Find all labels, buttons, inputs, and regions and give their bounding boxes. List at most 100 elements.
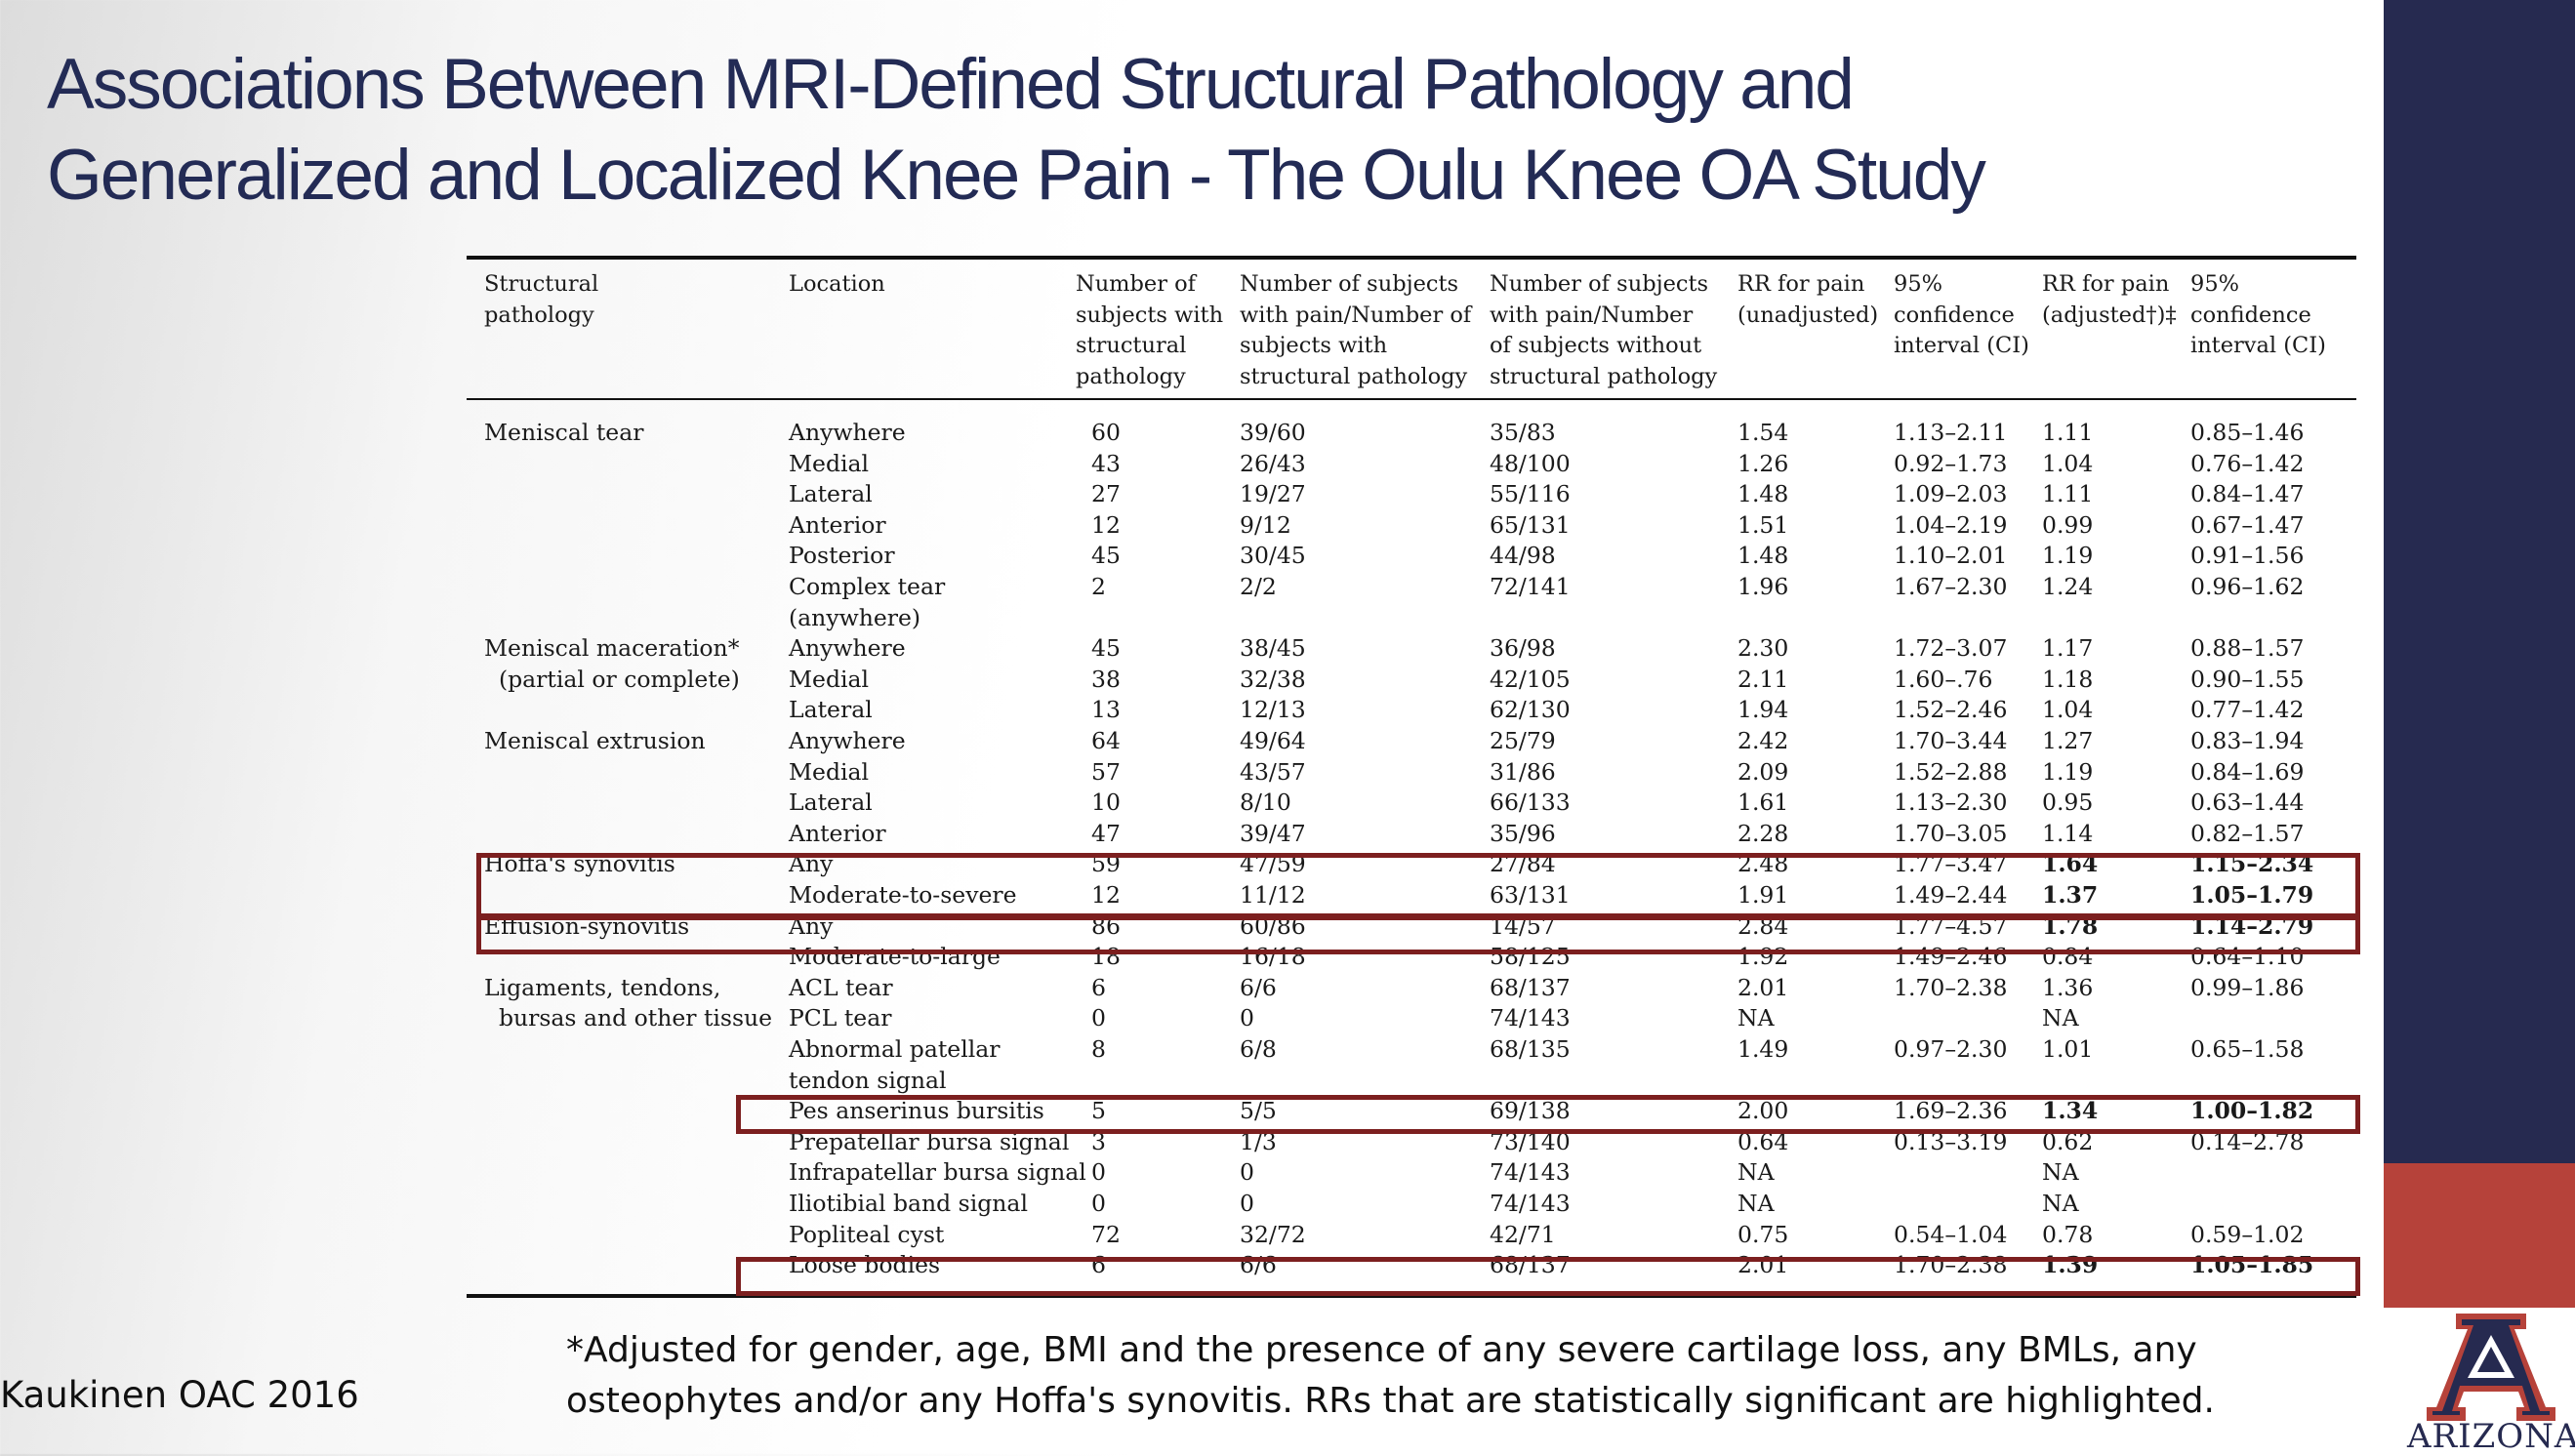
cell-location: Iliotibial band signal: [789, 1190, 1028, 1217]
cell-rr: NA: [1737, 1004, 1775, 1032]
cell-rr: 1.51: [1737, 510, 1789, 539]
cell-n: 43: [1091, 449, 1121, 477]
cell-rr: 1.54: [1737, 419, 1789, 446]
cell-ci: 1.70–2.38: [1894, 1251, 2008, 1279]
cell-with: 11/12: [1240, 881, 1306, 909]
cell-rra: NA: [2042, 1158, 2079, 1187]
cell-rr: NA: [1737, 1190, 1775, 1217]
cell-with: 32/38: [1240, 665, 1306, 693]
cell-with: 16/18: [1240, 943, 1306, 971]
cell-without: 55/116: [1490, 480, 1571, 508]
footnote-line-2: osteophytes and/or any Hoffa's synovitis…: [566, 1381, 2215, 1421]
cell-rra: 1.19: [2042, 757, 2094, 786]
cell-with: 38/45: [1240, 634, 1306, 663]
header-pain_with: Number of subjects with pain/Number of sub…: [1240, 269, 1471, 392]
cell-without: 74/143: [1490, 1190, 1571, 1217]
cell-without: 66/133: [1490, 789, 1571, 817]
header-line: RR for pain: [1737, 271, 1865, 297]
cell-without: 44/98: [1490, 542, 1556, 570]
results-table: Structural pathology Location Number of subj…: [467, 256, 2360, 1300]
cell-without: 72/141: [1490, 573, 1571, 600]
cell-location: (anywhere): [789, 603, 921, 631]
cell-n: 47: [1091, 819, 1121, 847]
cell-cia: 0.99–1.86: [2190, 973, 2305, 1001]
cell-rr: 1.61: [1737, 789, 1789, 817]
sidebar-accent-band: [2384, 1163, 2575, 1308]
cell-ci: 1.70–3.05: [1894, 819, 2008, 847]
header-line: structural pathology: [1490, 363, 1718, 389]
cell-n: 38: [1091, 665, 1121, 693]
cell-cia: 0.84–1.69: [2190, 757, 2305, 786]
cell-rra: 1.14: [2042, 819, 2094, 847]
cell-with: 0: [1240, 1158, 1254, 1187]
cell-without: 62/130: [1490, 696, 1571, 724]
highlight-box-loose-bodies: [736, 1257, 2360, 1296]
footnote: *Adjusted for gender, age, BMI and the p…: [566, 1325, 2343, 1427]
cell-cia: 1.05–1.79: [2190, 881, 2314, 909]
cell-with: 6/6: [1240, 973, 1277, 1001]
cell-without: 63/131: [1490, 881, 1571, 909]
cell-location: Anterior: [789, 819, 886, 847]
header-pain_without: Number of subjects with pain/Number of sub…: [1490, 269, 1717, 392]
header-line: confidence: [1894, 302, 2015, 328]
cell-location: Pes anserinus bursitis: [789, 1097, 1044, 1125]
cell-location: Loose bodies: [789, 1251, 941, 1279]
cell-cia: 0.83–1.94: [2190, 727, 2305, 754]
cell-without: 58/125: [1490, 943, 1571, 971]
header-line: RR for pain: [2042, 271, 2170, 297]
header-location: Location: [789, 269, 885, 301]
cell-rr: 2.00: [1737, 1097, 1789, 1125]
highlight-box-effusion: [476, 915, 2360, 954]
cell-rr: 2.30: [1737, 634, 1789, 663]
cell-pathology: (partial or complete): [484, 665, 740, 693]
cell-rra: NA: [2042, 1004, 2079, 1032]
cell-n: 5: [1091, 1097, 1106, 1125]
cell-with: 0: [1240, 1004, 1254, 1032]
cell-ci: 1.67–2.30: [1894, 573, 2008, 600]
cell-n: 0: [1091, 1004, 1106, 1032]
cell-rra: NA: [2042, 1190, 2079, 1217]
cell-n: 64: [1091, 727, 1121, 754]
cell-without: 68/137: [1490, 1251, 1571, 1279]
cell-location: Medial: [789, 757, 870, 786]
brand-sidebar: [2384, 0, 2575, 1454]
cell-n: 2: [1091, 573, 1106, 600]
cell-n: 45: [1091, 634, 1121, 663]
cell-location: Moderate-to-severe: [789, 881, 1017, 909]
cell-n: 57: [1091, 757, 1121, 786]
cell-rra: 1.19: [2042, 542, 2094, 570]
cell-without: 74/143: [1490, 1158, 1571, 1187]
cell-rr: 2.09: [1737, 757, 1789, 786]
cell-location: tendon signal: [789, 1066, 947, 1094]
cell-pathology: Ligaments, tendons,: [484, 973, 721, 1001]
cell-without: 65/131: [1490, 510, 1571, 539]
cell-ci: 1.49–2.46: [1894, 943, 2008, 971]
cell-with: 6/8: [1240, 1035, 1277, 1063]
cell-rra: 1.36: [2042, 973, 2094, 1001]
cell-pathology: Meniscal tear: [484, 419, 644, 446]
cell-n: 45: [1091, 542, 1121, 570]
cell-n: 27: [1091, 480, 1121, 508]
cell-rr: 0.75: [1737, 1220, 1789, 1248]
header-line: Location: [789, 271, 885, 297]
cell-n: 6: [1091, 973, 1106, 1001]
cell-rra: 1.04: [2042, 696, 2094, 724]
cell-cia: 0.67–1.47: [2190, 510, 2305, 539]
cell-rra: 1.11: [2042, 419, 2094, 446]
header-ci_unadj: 95% confidence interval (CI): [1894, 269, 2029, 362]
university-logo-icon: [2427, 1314, 2555, 1421]
cell-n: 0: [1091, 1190, 1106, 1217]
cell-without: 68/135: [1490, 1035, 1571, 1063]
cell-n: 18: [1091, 943, 1121, 971]
cell-with: 8/10: [1240, 789, 1291, 817]
header-ci_adj: 95% confidence interval (CI): [2190, 269, 2326, 362]
cell-pathology: Meniscal maceration*: [484, 634, 740, 663]
cell-without: 42/105: [1490, 665, 1571, 693]
cell-rra: 1.37: [2042, 881, 2099, 909]
cell-location: ACL tear: [789, 973, 893, 1001]
cell-rr: NA: [1737, 1158, 1775, 1187]
table-header-rule: [467, 398, 2356, 400]
cell-location: Lateral: [789, 480, 873, 508]
cell-with: 39/60: [1240, 419, 1306, 446]
cell-with: 32/72: [1240, 1220, 1306, 1248]
